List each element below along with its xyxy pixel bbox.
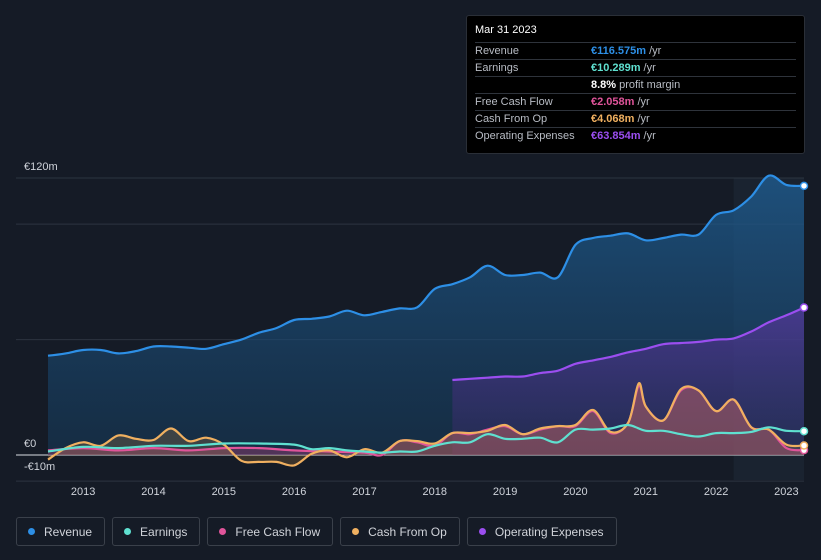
tooltip-row: Free Cash Flow €2.058m/yr bbox=[475, 93, 796, 110]
x-tick-label: 2013 bbox=[71, 486, 95, 498]
legend-item-operating-expenses[interactable]: Operating Expenses bbox=[466, 517, 617, 546]
earnings-end-point[interactable] bbox=[799, 426, 809, 436]
x-tick-label: 2016 bbox=[282, 486, 306, 498]
tooltip-row-unit: /yr bbox=[637, 113, 650, 125]
legend-item-free-cash-flow[interactable]: Free Cash Flow bbox=[207, 517, 334, 546]
tooltip-row-value: €10.289m bbox=[591, 62, 641, 74]
legend-dot-icon bbox=[478, 528, 486, 535]
tooltip-row-unit: /yr bbox=[643, 62, 656, 74]
tooltip-row: Earnings €10.289m/yr bbox=[475, 59, 796, 76]
tooltip-row-label: Cash From Op bbox=[475, 113, 548, 125]
tooltip-row-label: Operating Expenses bbox=[475, 130, 575, 142]
y-axis-max-label: €120m bbox=[24, 161, 58, 173]
legend-dot-icon bbox=[124, 528, 132, 535]
tooltip-row: 8.8% profit margin bbox=[475, 76, 796, 93]
operating-expenses-end-point[interactable] bbox=[799, 303, 809, 312]
data-tooltip: Mar 31 2023 Revenue €116.575m/yr Earnings €… bbox=[466, 15, 805, 154]
x-tick-label: 2019 bbox=[493, 486, 517, 498]
x-tick-label: 2023 bbox=[774, 486, 798, 498]
earnings-line bbox=[47, 423, 805, 454]
tooltip-row-label bbox=[475, 77, 591, 93]
tooltip-row-unit: /yr bbox=[643, 130, 656, 142]
tooltip-date: Mar 31 2023 bbox=[475, 24, 537, 36]
x-tick-label: 2018 bbox=[423, 486, 447, 498]
revenue-line bbox=[47, 174, 805, 357]
tooltip-row-label: Revenue bbox=[475, 45, 520, 57]
tooltip-row-value: €116.575m bbox=[591, 45, 647, 57]
tooltip-row-value: €4.068m bbox=[591, 113, 635, 125]
legend-item-revenue[interactable]: Revenue bbox=[16, 517, 106, 546]
legend-item-label: Free Cash Flow bbox=[235, 524, 321, 539]
tooltip-row-value: €2.058m bbox=[591, 96, 635, 108]
x-tick-label: 2015 bbox=[212, 486, 236, 498]
cash-from-op-line bbox=[47, 382, 805, 467]
legend-item-label: Cash From Op bbox=[368, 524, 447, 539]
revenue-end-point[interactable] bbox=[799, 181, 809, 191]
legend-dot-icon bbox=[28, 528, 35, 535]
tooltip-row-value: 8.8% bbox=[591, 79, 617, 91]
tooltip-row-label: Free Cash Flow bbox=[475, 96, 553, 108]
legend-item-earnings[interactable]: Earnings bbox=[112, 517, 201, 546]
legend-dot-icon bbox=[219, 528, 227, 535]
x-tick-label: 2014 bbox=[141, 486, 165, 498]
legend-item-label: Operating Expenses bbox=[494, 524, 604, 539]
operating-expenses-area bbox=[452, 307, 804, 455]
chart-legend: Revenue Earnings Free Cash Flow Cash From O… bbox=[16, 517, 617, 546]
x-tick-label: 2017 bbox=[352, 486, 376, 498]
tooltip-row-unit: /yr bbox=[637, 96, 650, 108]
legend-dot-icon bbox=[352, 528, 360, 535]
legend-item-label: Revenue bbox=[44, 524, 93, 539]
tooltip-row: Revenue €116.575m/yr bbox=[475, 42, 796, 59]
tooltip-row-unit: profit margin bbox=[619, 79, 681, 91]
tooltip-row: Operating Expenses €63.854m/yr bbox=[475, 127, 796, 144]
legend-item-label: Earnings bbox=[140, 524, 188, 539]
tooltip-row-value: €63.854m bbox=[591, 130, 641, 142]
y-axis-zero-label: €0 bbox=[24, 438, 36, 450]
x-tick-label: 2020 bbox=[563, 486, 587, 498]
financial-chart: €120m €0 -€10m 2013 2014 2015 2016 2017 2018 2… bbox=[16, 161, 809, 498]
operating-expenses-line bbox=[452, 306, 805, 382]
legend-item-cash-from-op[interactable]: Cash From Op bbox=[340, 517, 460, 546]
x-tick-label: 2022 bbox=[704, 486, 728, 498]
cash-from-op-end-point[interactable] bbox=[799, 441, 809, 450]
x-tick-label: 2021 bbox=[634, 486, 658, 498]
y-axis-min-label: -€10m bbox=[24, 461, 55, 473]
tooltip-row-unit: /yr bbox=[649, 45, 662, 57]
tooltip-row-label: Earnings bbox=[475, 62, 519, 74]
cash-from-op-area bbox=[48, 383, 804, 466]
tooltip-row: Cash From Op €4.068m/yr bbox=[475, 110, 796, 127]
free-cash-flow-area bbox=[48, 385, 804, 456]
